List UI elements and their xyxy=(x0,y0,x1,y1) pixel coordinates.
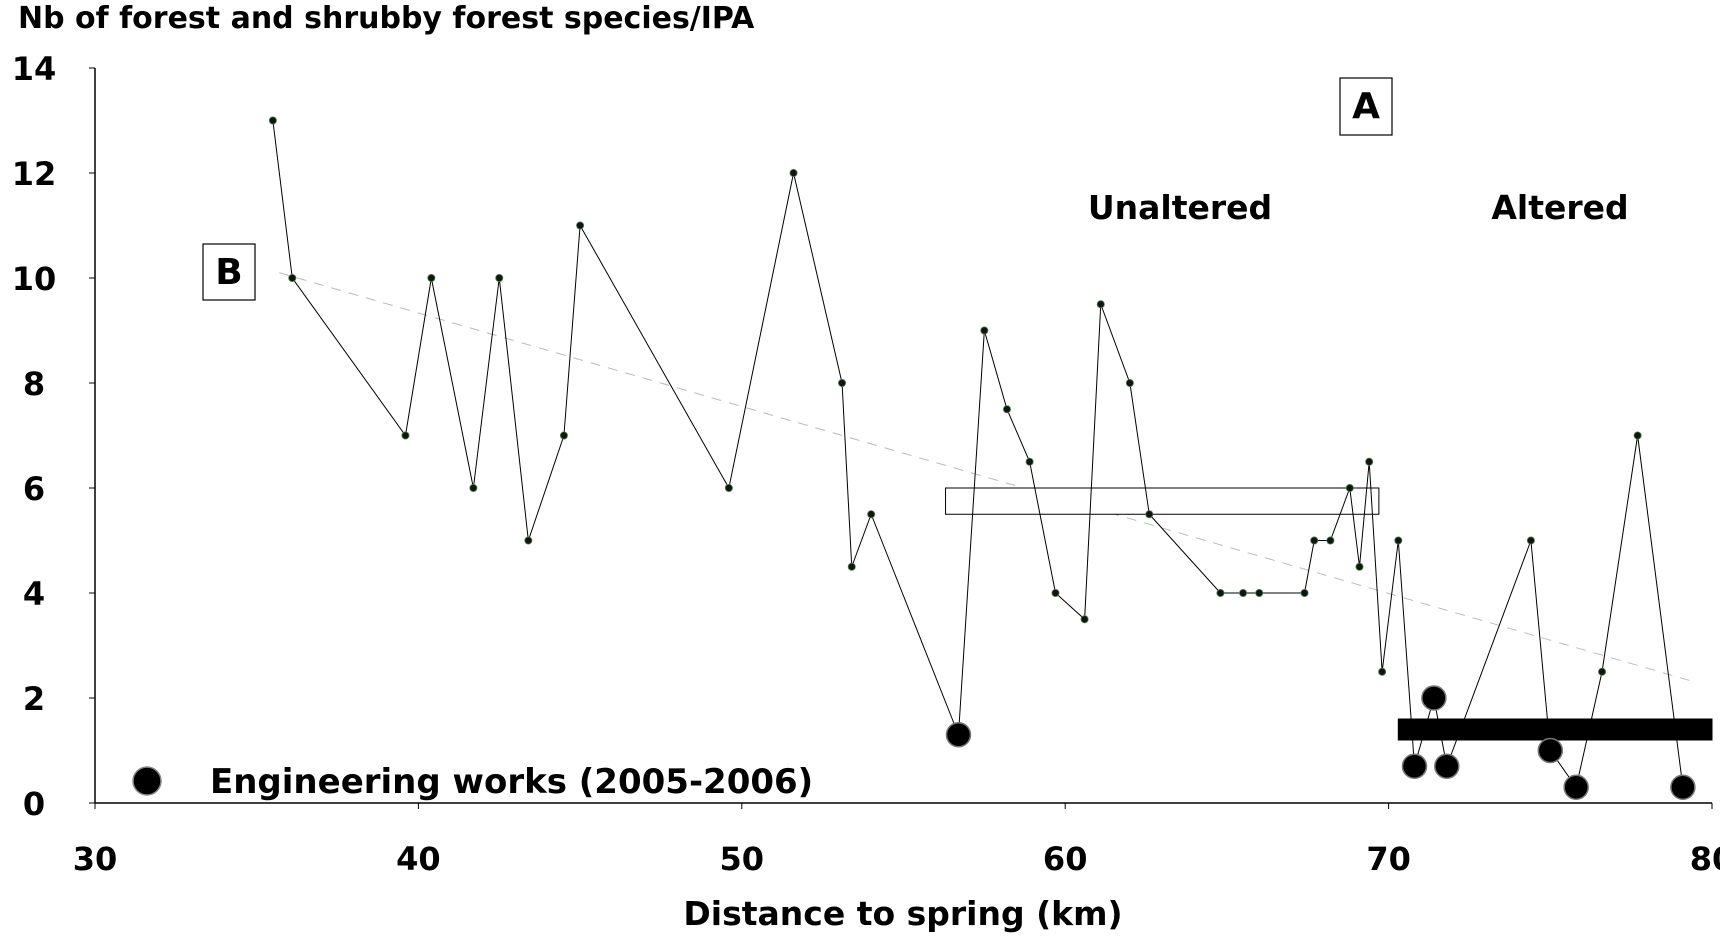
data-point xyxy=(1310,536,1319,545)
x-tick-label: 60 xyxy=(1043,840,1088,878)
data-point xyxy=(1378,667,1387,676)
data-point xyxy=(1633,431,1642,440)
engineering-works-point xyxy=(1563,774,1589,800)
engineering-works-point xyxy=(945,722,972,748)
legend: Engineering works (2005-2006) xyxy=(132,762,813,802)
data-point xyxy=(1394,536,1403,545)
trend-line xyxy=(279,272,1696,683)
y-tick-label: 12 xyxy=(12,155,57,193)
axes xyxy=(94,68,1712,804)
unaltered-zone-bar xyxy=(945,487,1380,515)
data-point xyxy=(1216,589,1225,598)
data-point xyxy=(1080,615,1089,624)
panel-label-b: B xyxy=(202,243,256,301)
data-point xyxy=(1239,589,1248,598)
x-axis-label: Distance to spring (km) xyxy=(683,894,1122,933)
y-ticks: 0 2 4 6 8 10 12 14 xyxy=(12,50,95,823)
panel-label-a: A xyxy=(1339,77,1393,136)
data-point xyxy=(724,483,733,492)
altered-label: Altered xyxy=(1491,188,1628,227)
data-point xyxy=(427,273,436,282)
unaltered-label: Unaltered xyxy=(1088,188,1272,227)
legend-marker xyxy=(132,766,162,796)
data-point xyxy=(524,536,533,545)
data-point xyxy=(847,562,856,571)
series xyxy=(272,120,1684,789)
y-tick-label: 4 xyxy=(23,575,45,613)
series-line xyxy=(272,120,1684,789)
panel-label-a-text: A xyxy=(1352,86,1380,127)
data-point xyxy=(867,510,876,519)
data-point xyxy=(401,431,410,440)
y-tick-label: 2 xyxy=(23,680,45,718)
data-point xyxy=(1526,536,1535,545)
data-point xyxy=(1051,589,1060,598)
data-point xyxy=(1125,378,1134,387)
data-point xyxy=(1300,589,1309,598)
y-tick-label: 0 xyxy=(23,785,45,823)
data-point xyxy=(559,431,568,440)
data-point xyxy=(1365,457,1374,466)
y-tick-label: 10 xyxy=(12,260,57,298)
altered-zone-bar xyxy=(1397,718,1713,741)
engineering-works-point xyxy=(1537,737,1564,764)
zone-bars xyxy=(945,487,1713,741)
data-point xyxy=(268,116,277,125)
y-tick-label: 14 xyxy=(12,50,57,88)
chart-title: Nb of forest and shrubby forest species/… xyxy=(18,1,755,36)
engineering-works-point xyxy=(1434,753,1460,779)
data-point xyxy=(1326,536,1335,545)
data-point xyxy=(288,273,297,282)
y-tick-label: 8 xyxy=(23,365,45,403)
points xyxy=(268,116,1696,800)
x-tick-label: 30 xyxy=(73,840,118,878)
y-tick-label: 6 xyxy=(23,470,45,508)
data-point xyxy=(1345,483,1354,492)
engineering-works-point xyxy=(1401,753,1428,779)
data-point xyxy=(1598,667,1607,676)
engineering-works-point xyxy=(1670,774,1696,800)
x-tick-label: 70 xyxy=(1366,840,1411,878)
x-ticks: 30 40 50 60 70 80 xyxy=(73,803,1720,878)
x-tick-label: 50 xyxy=(720,840,765,878)
x-tick-label: 80 xyxy=(1690,840,1720,878)
data-point xyxy=(576,221,585,230)
data-point xyxy=(980,326,989,335)
panel-label-b-text: B xyxy=(215,252,242,293)
data-point xyxy=(838,378,847,387)
data-point xyxy=(495,273,504,282)
data-point xyxy=(1002,405,1011,414)
data-point xyxy=(1255,589,1264,598)
data-point xyxy=(469,483,478,492)
legend-label: Engineering works (2005-2006) xyxy=(210,762,813,802)
data-point xyxy=(789,168,798,177)
x-tick-label: 40 xyxy=(396,840,441,878)
data-point xyxy=(1096,300,1105,309)
data-point xyxy=(1145,510,1154,519)
trend-line-path xyxy=(279,272,1696,683)
engineering-works-point xyxy=(1421,685,1447,711)
data-point xyxy=(1025,457,1034,466)
data-point xyxy=(1355,562,1364,571)
